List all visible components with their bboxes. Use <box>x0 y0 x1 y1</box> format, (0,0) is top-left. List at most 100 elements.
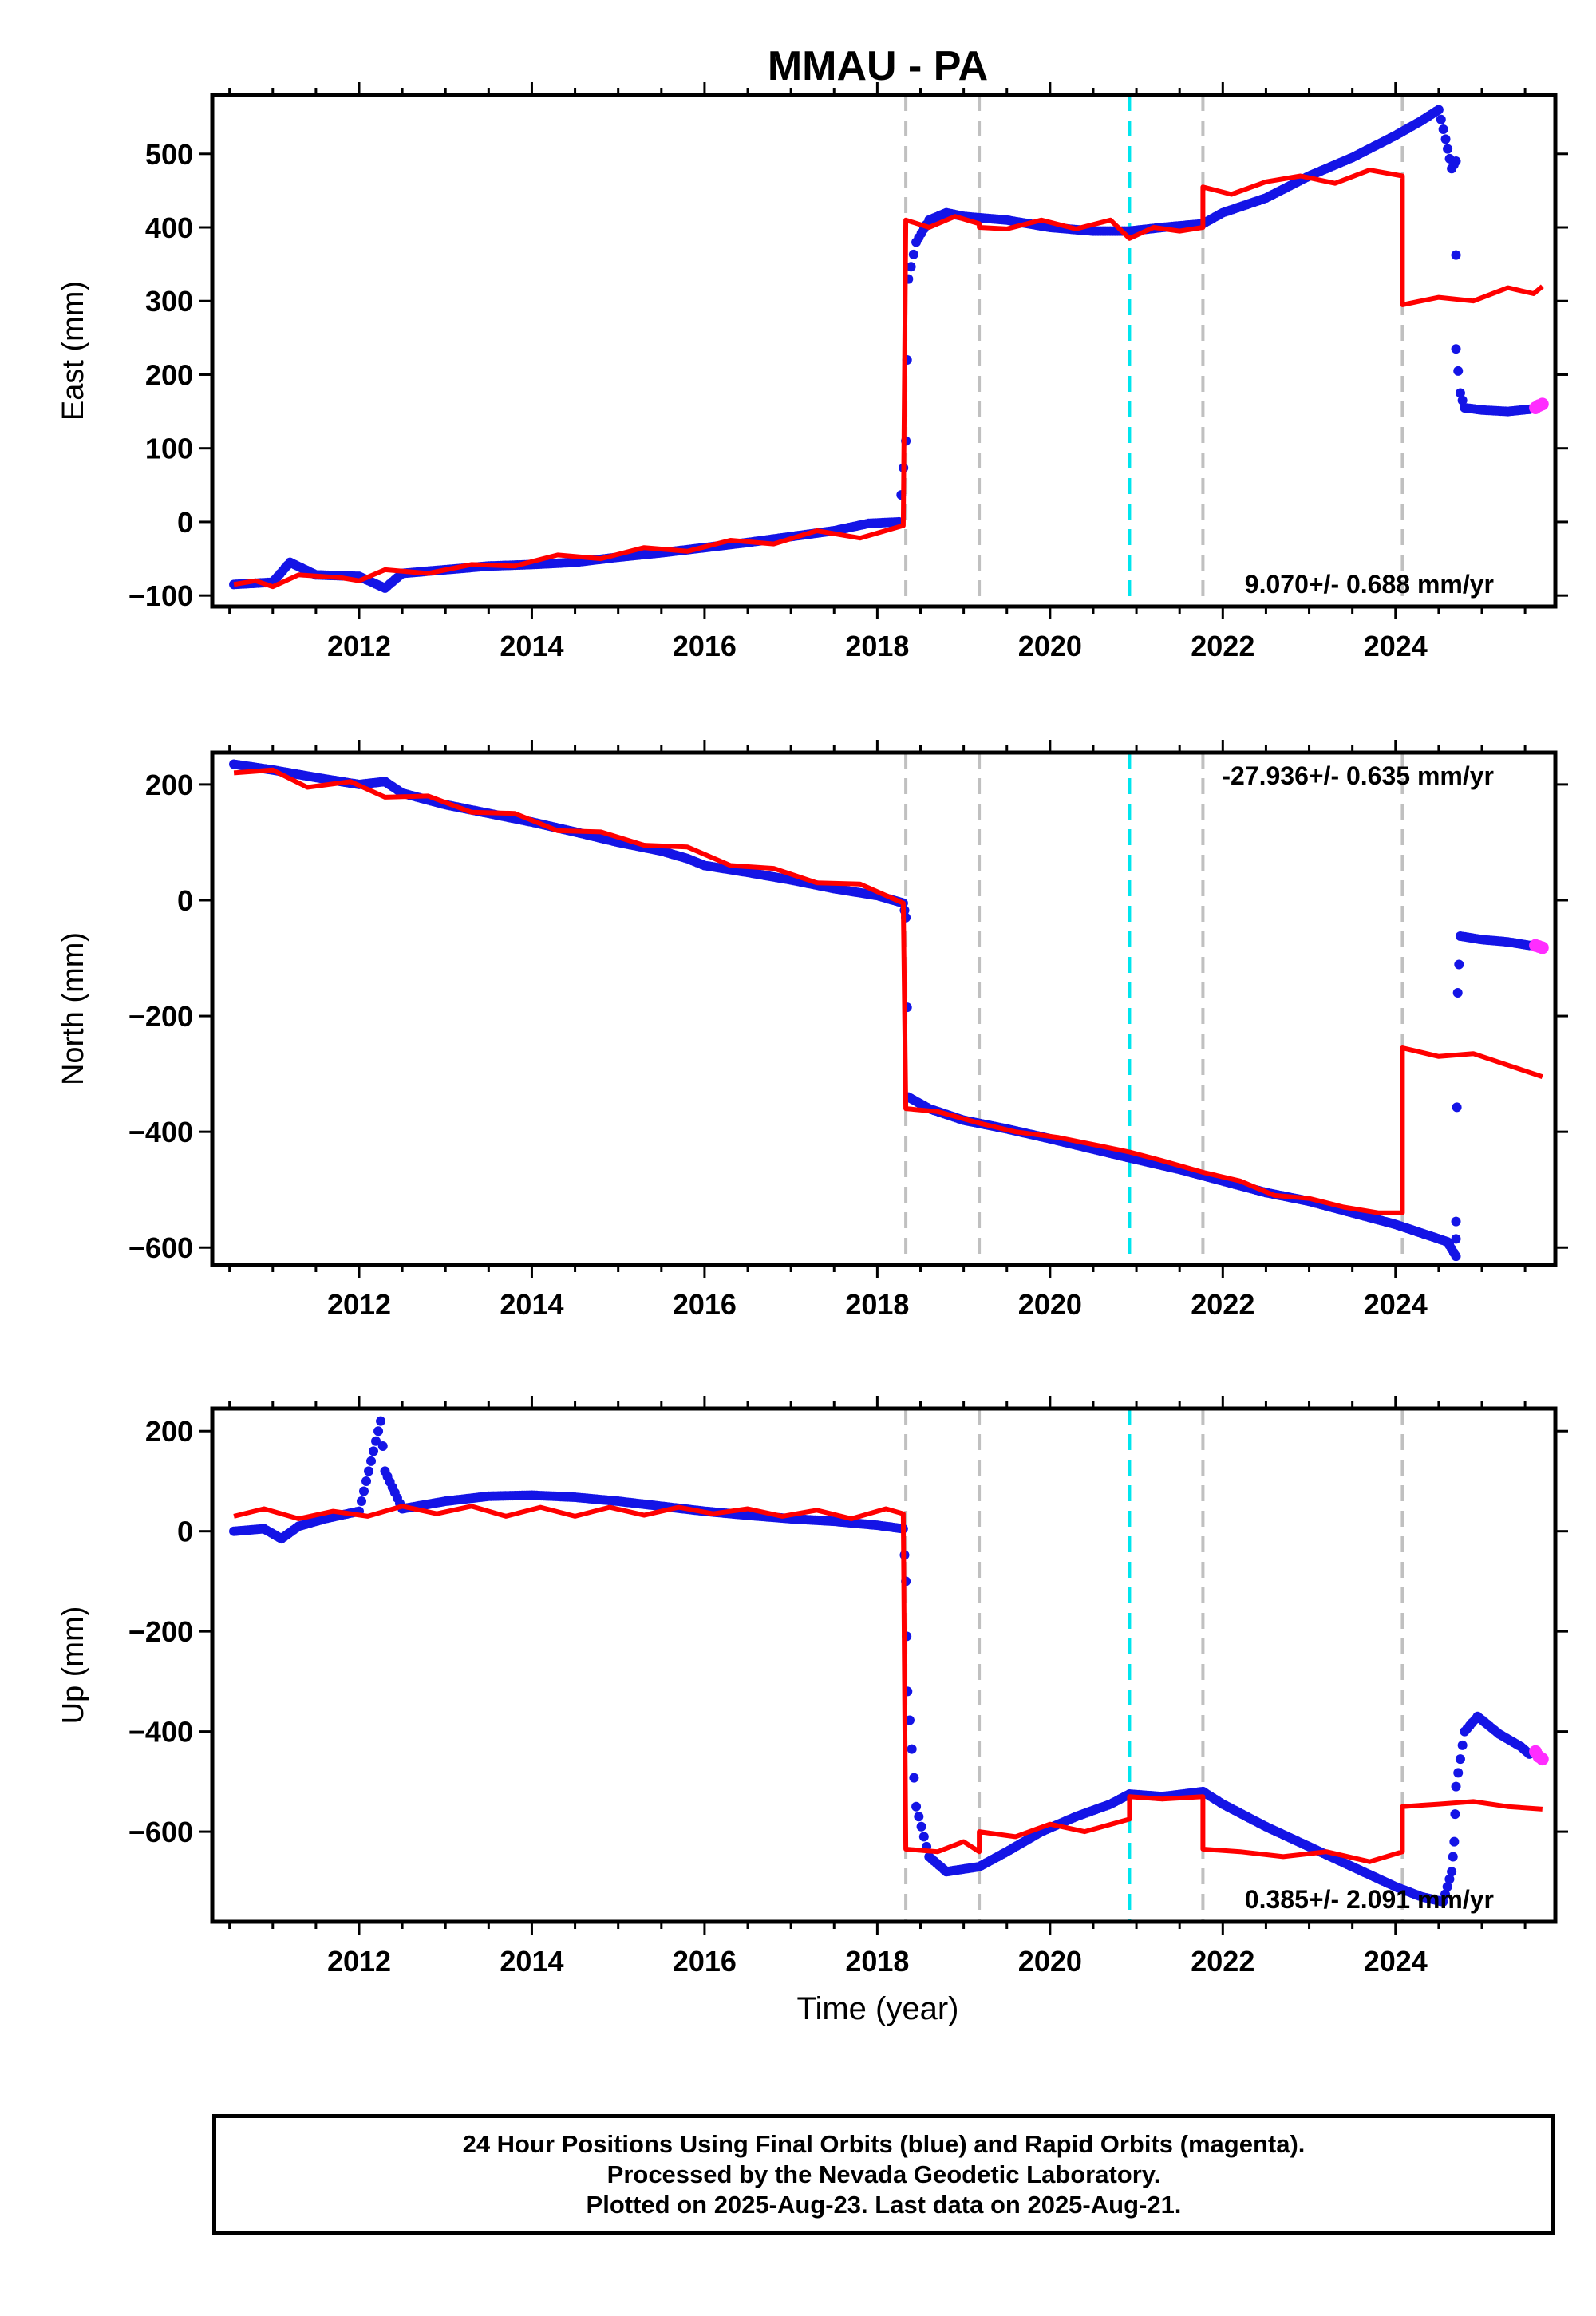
rapid-point <box>1535 1753 1549 1766</box>
y-tick-label: 300 <box>145 285 193 318</box>
final-point-fill <box>361 1476 372 1486</box>
y-tick-label: 400 <box>145 211 193 244</box>
panel-1: −100 0 100 200 300 400 500 2012 2014 2016 2018 2020… <box>57 82 1568 662</box>
x-tick-label: 2024 <box>1364 1945 1428 1978</box>
x-tick-label: 2016 <box>673 630 737 662</box>
plot-frame <box>210 750 1558 1267</box>
y-tick-label: 200 <box>145 769 193 801</box>
x-tick-label: 2022 <box>1191 1288 1254 1321</box>
footer-line-2: Processed by the Nevada Geodetic Laborat… <box>606 2160 1161 2188</box>
final-point-fill <box>366 1456 377 1466</box>
final-point-fill <box>1443 144 1453 154</box>
x-tick-label: 2022 <box>1191 1945 1254 1978</box>
y-tick-label: −200 <box>128 1000 193 1033</box>
x-tick-label: 2020 <box>1018 1945 1082 1978</box>
final-point <box>1452 988 1463 998</box>
final-point-fill <box>1448 1247 1459 1258</box>
rapid-point <box>1535 941 1549 954</box>
final-point-fill <box>1442 1882 1452 1892</box>
y-tick-label: −400 <box>128 1116 193 1148</box>
y-tick-label: 200 <box>145 358 193 391</box>
velocity-label: -27.936+/- 0.635 mm/yr <box>1222 761 1494 790</box>
final-point <box>911 1801 922 1812</box>
x-tick-label: 2012 <box>327 1945 391 1978</box>
panel-2: −600 −400 −200 0 200 2012 2014 2016 2018 2020 2022… <box>57 740 1568 1321</box>
y-tick-label: −100 <box>128 579 193 612</box>
final-point-fill <box>373 1426 384 1437</box>
panels: −100 0 100 200 300 400 500 2012 2014 2016 2018 2020… <box>57 82 1568 1978</box>
final-point-fill <box>1454 959 1464 970</box>
y-tick-label: −600 <box>128 1816 193 1848</box>
y-tick-label: 500 <box>145 138 193 171</box>
model-line <box>233 1504 1543 1864</box>
final-point-fill <box>914 1812 924 1822</box>
x-tick-label: 2014 <box>500 630 563 662</box>
x-tick-label: 2014 <box>500 1945 563 1978</box>
x-tick-label: 2016 <box>673 1945 737 1978</box>
final-point <box>1447 1867 1457 1877</box>
final-point-fill <box>909 1773 919 1783</box>
final-point-fill <box>1452 1102 1462 1113</box>
final-point-fill <box>1455 1754 1465 1765</box>
final-point-fill <box>364 1466 374 1476</box>
x-tick-label: 2022 <box>1191 630 1254 662</box>
final-point-fill <box>918 1832 929 1842</box>
x-tick-label: 2024 <box>1364 1288 1428 1321</box>
y-tick-label: 100 <box>145 433 193 465</box>
panel-3: −600 −400 −200 0 200 2012 2014 2016 2018 2020 2022… <box>57 1396 1568 1978</box>
x-tick-label: 2020 <box>1018 630 1082 662</box>
final-point-fill <box>904 1715 915 1725</box>
final-point-fill <box>369 1446 379 1456</box>
y-axis-label: North (mm) <box>57 932 90 1085</box>
velocity-label: 9.070+/- 0.688 mm/yr <box>1245 570 1494 599</box>
x-tick-label: 2018 <box>845 1945 909 1978</box>
final-point-fill <box>1451 250 1461 260</box>
final-point-fill <box>1431 106 1441 117</box>
y-tick-label: −200 <box>128 1615 193 1648</box>
final-point-fill <box>359 1486 369 1496</box>
final-point <box>1451 1216 1461 1227</box>
final-point-fill <box>1457 395 1468 405</box>
final-point-fill <box>916 1821 926 1832</box>
final-point-fill <box>1438 124 1448 135</box>
final-point-fill <box>1448 160 1459 170</box>
y-tick-label: 200 <box>145 1415 193 1448</box>
final-point-fill <box>1453 366 1464 376</box>
x-tick-label: 2016 <box>673 1288 737 1321</box>
final-point-fill <box>1451 1234 1461 1244</box>
final-point-fill <box>908 249 918 259</box>
final-point-fill <box>1436 1896 1446 1907</box>
footer-box: 24 Hour Positions Using Final Orbits (bl… <box>212 2114 1555 2235</box>
final-point-fill <box>377 1441 388 1452</box>
final-point-fill <box>357 1496 366 1507</box>
y-tick-label: 0 <box>177 884 193 917</box>
final-point <box>1440 134 1451 144</box>
x-tick-label: 2020 <box>1018 1288 1082 1321</box>
velocity-label: 0.385+/- 2.091 mm/yr <box>1245 1885 1494 1914</box>
final-point-fill <box>1436 114 1446 124</box>
model-line <box>233 168 1544 590</box>
final-point-fill <box>1457 1740 1468 1750</box>
final-point-fill <box>371 1436 381 1446</box>
x-tick-label: 2014 <box>500 1288 563 1321</box>
final-point-fill <box>1440 1889 1451 1899</box>
final-point <box>1451 1781 1461 1792</box>
final-point <box>376 1416 386 1426</box>
final-point-fill <box>906 262 916 272</box>
x-tick-label: 2012 <box>327 1288 391 1321</box>
final-point <box>1451 344 1461 354</box>
final-point-fill <box>1448 1852 1458 1862</box>
plot-frame <box>210 93 1558 609</box>
y-tick-label: −400 <box>128 1716 193 1749</box>
chart-title: MMAU - PA <box>768 43 988 89</box>
final-point-fill <box>1453 1768 1464 1778</box>
final-point <box>1449 1836 1460 1847</box>
plot-frame <box>210 1406 1558 1924</box>
final-point-fill <box>907 1744 917 1754</box>
final-point <box>1455 388 1465 398</box>
y-tick-label: −600 <box>128 1231 193 1264</box>
rapid-point <box>1535 397 1549 411</box>
footer-line-3: Plotted on 2025-Aug-23. Last data on 202… <box>586 2191 1182 2219</box>
final-point-fill <box>1444 1874 1455 1884</box>
